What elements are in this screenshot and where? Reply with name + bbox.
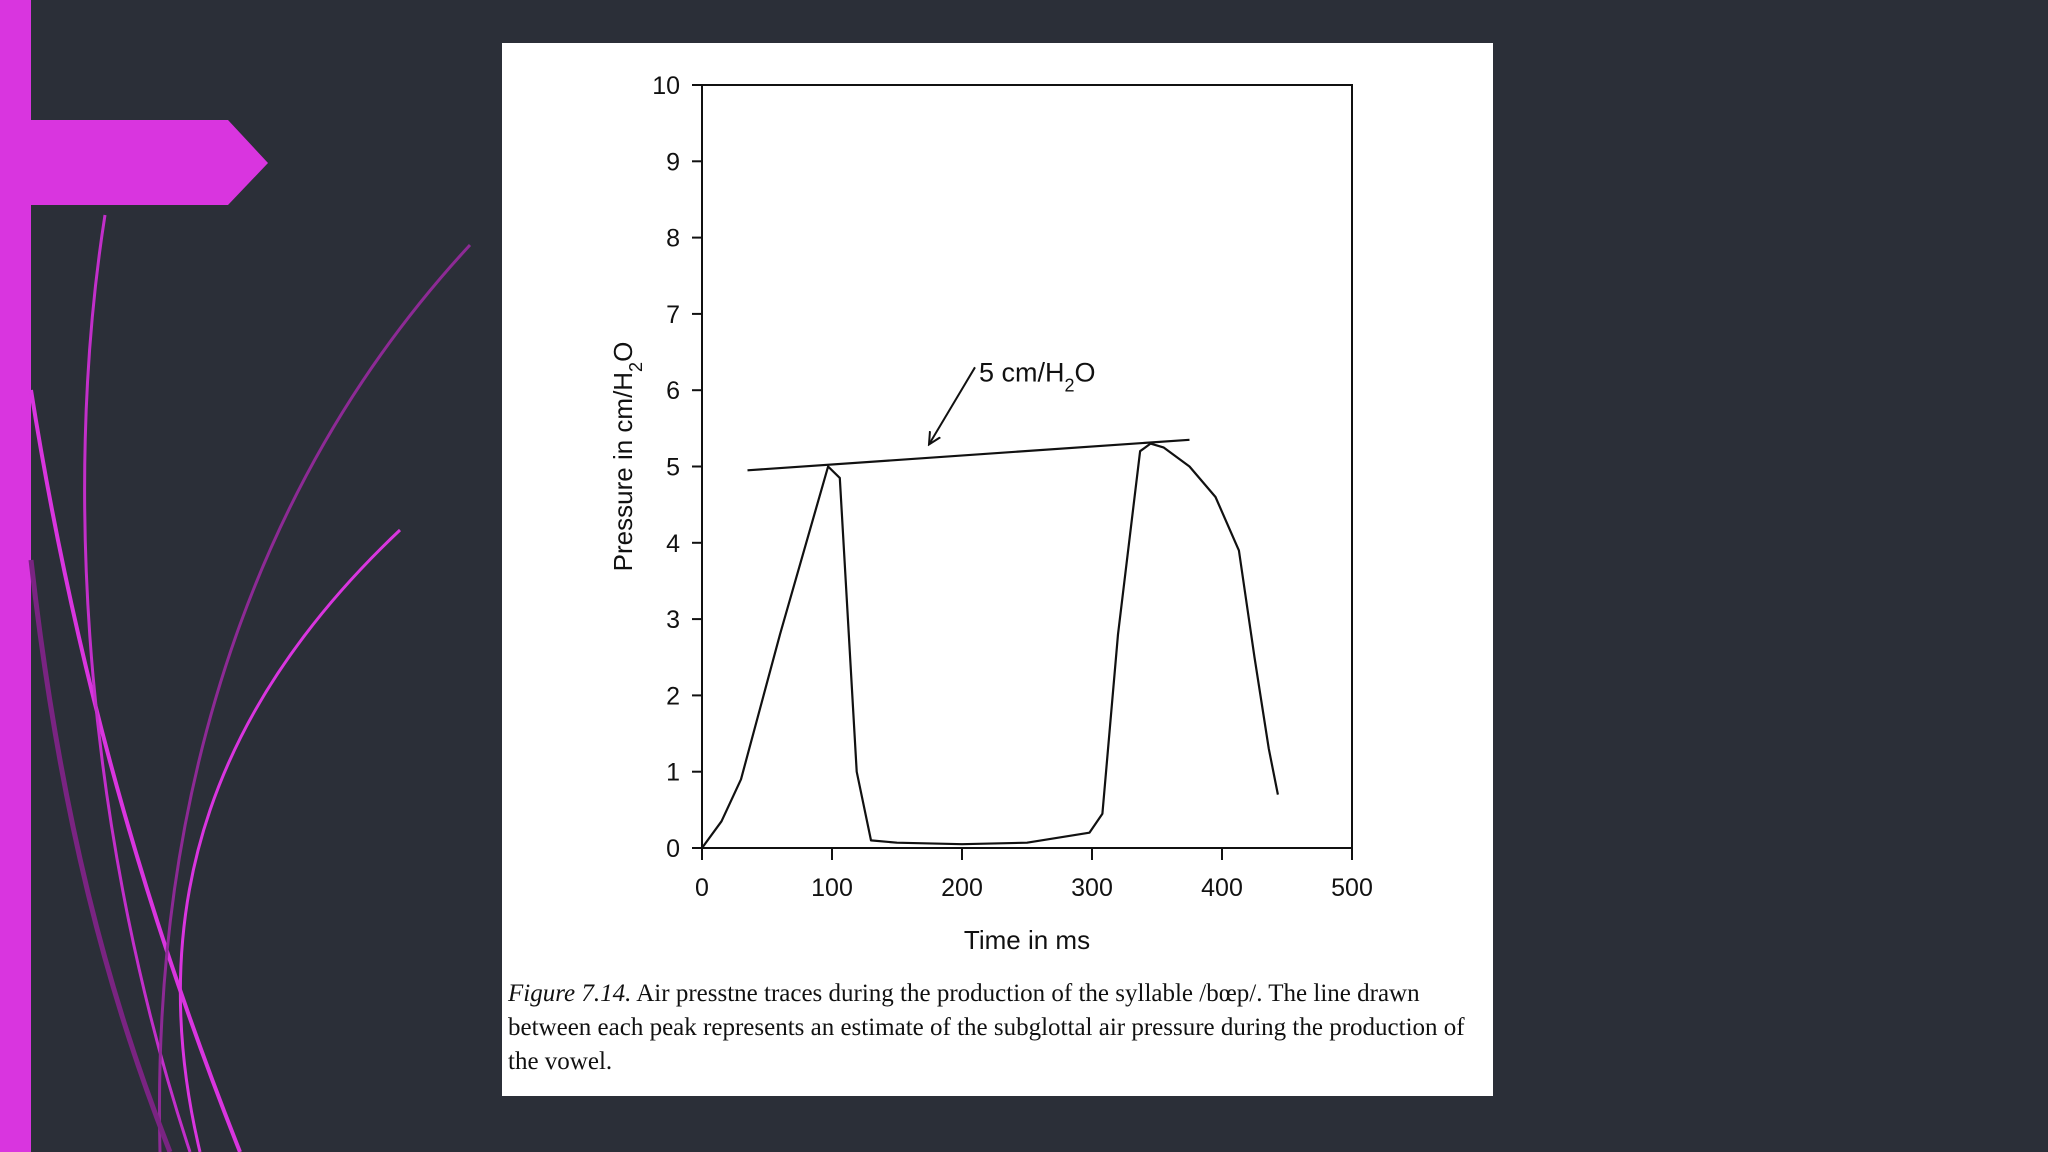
accent-arrow-banner [31, 120, 268, 205]
x-axis-title: Time in ms [964, 925, 1090, 955]
swoosh-line [178, 528, 402, 1152]
figure-caption-label: Figure 7.14. [508, 980, 632, 1007]
figure-caption: Figure 7.14. Air presstne traces during … [508, 977, 1488, 1079]
series-lines [701, 442, 1279, 849]
x-tick-label: 100 [811, 874, 853, 902]
figure-caption-text: Air presstne traces during the productio… [508, 980, 1465, 1075]
y-tick-label: 3 [666, 606, 680, 634]
y-tick-label: 0 [666, 835, 680, 863]
pressure-trace-line [701, 442, 1279, 849]
subglottal-estimate-line [747, 438, 1190, 472]
swoosh-line [28, 559, 173, 1152]
slide-decoration [0, 0, 472, 1152]
x-axis-ticks: 0 100 200 300 400 500 [695, 848, 1373, 902]
y-tick-label: 10 [652, 72, 680, 100]
y-tick-label: 6 [666, 377, 680, 405]
swoosh-line [83, 214, 192, 1152]
annotation-label-subscript: 2 [1065, 375, 1075, 395]
annotation-label-suffix: O [1075, 357, 1096, 387]
y-tick-label: 8 [666, 225, 680, 253]
y-tick-label: 4 [666, 530, 680, 558]
annotation-arrow [930, 366, 976, 443]
annotation-label: 5 cm/H2O [979, 357, 1096, 395]
y-tick-label: 2 [666, 682, 680, 710]
y-tick-label: 5 [666, 454, 680, 482]
y-tick-label: 1 [666, 759, 680, 787]
annotations: 5 cm/H2O [930, 357, 1096, 443]
x-tick-label: 300 [1071, 874, 1113, 902]
x-tick-label: 0 [695, 874, 709, 902]
y-tick-label: 7 [666, 301, 680, 329]
reference-lines [747, 438, 1190, 472]
annotation-label-main: 5 cm/H [979, 357, 1065, 387]
figure-card: 0 1 2 3 4 5 6 7 8 9 10 0 100 200 300 400 500 5 cm/H2O T… [502, 43, 1493, 1096]
swoosh-line [29, 389, 242, 1152]
accent-bar [0, 0, 31, 1152]
y-tick-label: 9 [666, 148, 680, 176]
x-tick-label: 500 [1331, 874, 1373, 902]
x-tick-label: 200 [941, 874, 983, 902]
y-axis-title: Pressure in cm/H2O [608, 342, 646, 572]
x-tick-label: 400 [1201, 874, 1243, 902]
y-axis-title-main: Pressure in cm/H [608, 372, 638, 571]
y-axis-title-subscript: 2 [626, 362, 646, 372]
swoosh-line [157, 243, 472, 1152]
y-axis-ticks: 0 1 2 3 4 5 6 7 8 9 10 [652, 72, 702, 863]
y-axis-title-suffix: O [608, 342, 638, 362]
